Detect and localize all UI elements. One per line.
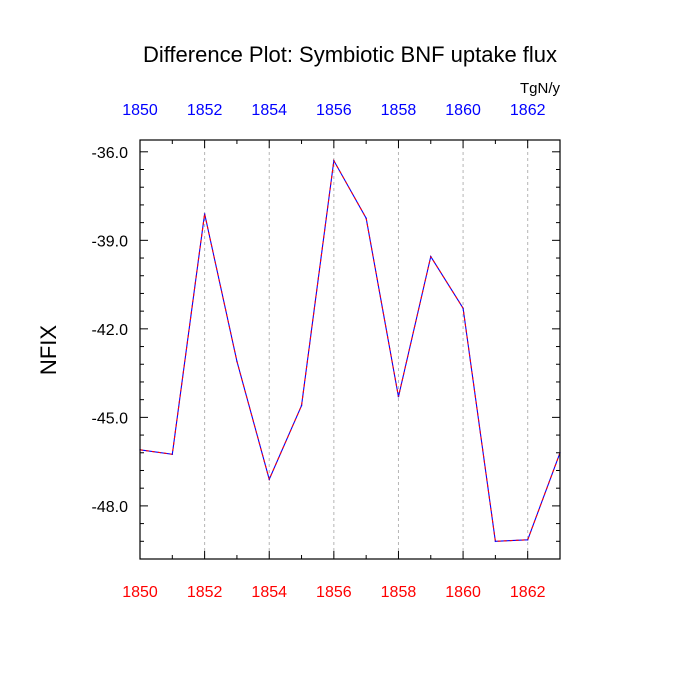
y-axis-label: NFIX bbox=[36, 325, 61, 375]
x-tick-label-bottom: 1860 bbox=[445, 584, 481, 601]
y-tick-label: -39.0 bbox=[92, 233, 129, 250]
series-line-blue bbox=[139, 158, 561, 542]
series-line-red bbox=[139, 158, 561, 542]
x-tick-label-bottom: 1854 bbox=[251, 584, 287, 601]
data-point bbox=[494, 540, 497, 543]
data-point bbox=[333, 159, 335, 162]
data-point bbox=[300, 404, 303, 407]
chart-title: Difference Plot: Symbiotic BNF uptake fl… bbox=[143, 42, 557, 67]
series-layer bbox=[139, 158, 561, 543]
units-label: TgN/y bbox=[520, 80, 561, 97]
x-tick-label-bottom: 1856 bbox=[316, 584, 352, 601]
data-point bbox=[429, 255, 432, 258]
data-point bbox=[526, 539, 529, 541]
x-tick-label-top: 1856 bbox=[316, 102, 352, 119]
y-tick-label: -42.0 bbox=[92, 322, 129, 339]
x-tick-label-top: 1852 bbox=[187, 102, 223, 119]
x-tick-label-bottom: 1852 bbox=[187, 584, 223, 601]
plot-frame bbox=[139, 139, 561, 560]
x-tick-label-bottom: 1862 bbox=[510, 584, 546, 601]
data-point bbox=[171, 453, 174, 456]
x-tick-label-top: 1858 bbox=[381, 102, 417, 119]
y-tick-label: -36.0 bbox=[92, 145, 129, 162]
x-tick-label-top: 1850 bbox=[122, 102, 158, 119]
data-point bbox=[365, 217, 367, 219]
grid-layer bbox=[139, 140, 529, 559]
data-point bbox=[203, 212, 206, 215]
x-tick-label-top: 1862 bbox=[510, 102, 546, 119]
data-point bbox=[462, 307, 464, 309]
label-layer: -36.0 -39.0 -42.0 -45.0 -48.0 1850 1850 1852 185… bbox=[92, 102, 546, 601]
y-tick-label: -45.0 bbox=[92, 410, 129, 427]
y-tick-label: -48.0 bbox=[92, 499, 129, 516]
x-tick-label-bottom: 1858 bbox=[381, 584, 417, 601]
data-point bbox=[236, 360, 238, 363]
data-point bbox=[397, 395, 400, 398]
x-tick-label-bottom: 1850 bbox=[122, 584, 158, 601]
tick-layer bbox=[139, 140, 561, 560]
data-point bbox=[268, 478, 271, 481]
x-tick-label-top: 1854 bbox=[251, 102, 287, 119]
x-tick-label-top: 1860 bbox=[445, 102, 481, 119]
